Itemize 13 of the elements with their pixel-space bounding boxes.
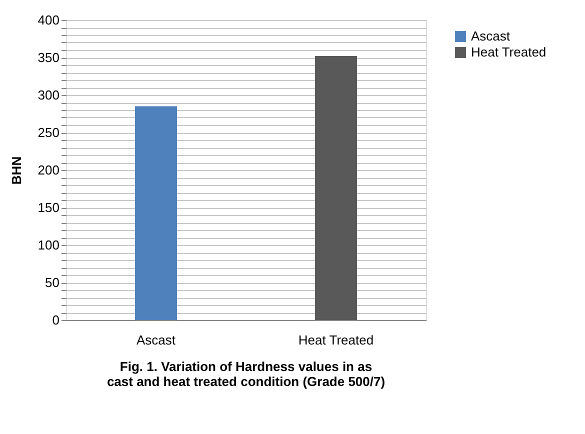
y-tick-label: 0 — [52, 312, 60, 328]
y-tick-label: 300 — [38, 88, 60, 102]
y-tick-label: 250 — [38, 125, 60, 140]
y-tick-label: 200 — [38, 162, 60, 178]
y-tick-label: 400 — [38, 12, 60, 28]
y-tick-label: 150 — [38, 200, 60, 215]
y-tick-label: 350 — [38, 50, 60, 65]
text: Fig. 1. Variation of Hardness values in as cast and heat treated condition (Grade 500/7) — [106, 359, 386, 389]
y-tick-label: 50 — [45, 275, 60, 290]
y-tick-label: 100 — [38, 238, 60, 252]
legend-label: Heat Treated — [471, 44, 546, 60]
y-axis-title: BHN — [8, 156, 24, 185]
legend-label: Ascast — [471, 28, 510, 44]
